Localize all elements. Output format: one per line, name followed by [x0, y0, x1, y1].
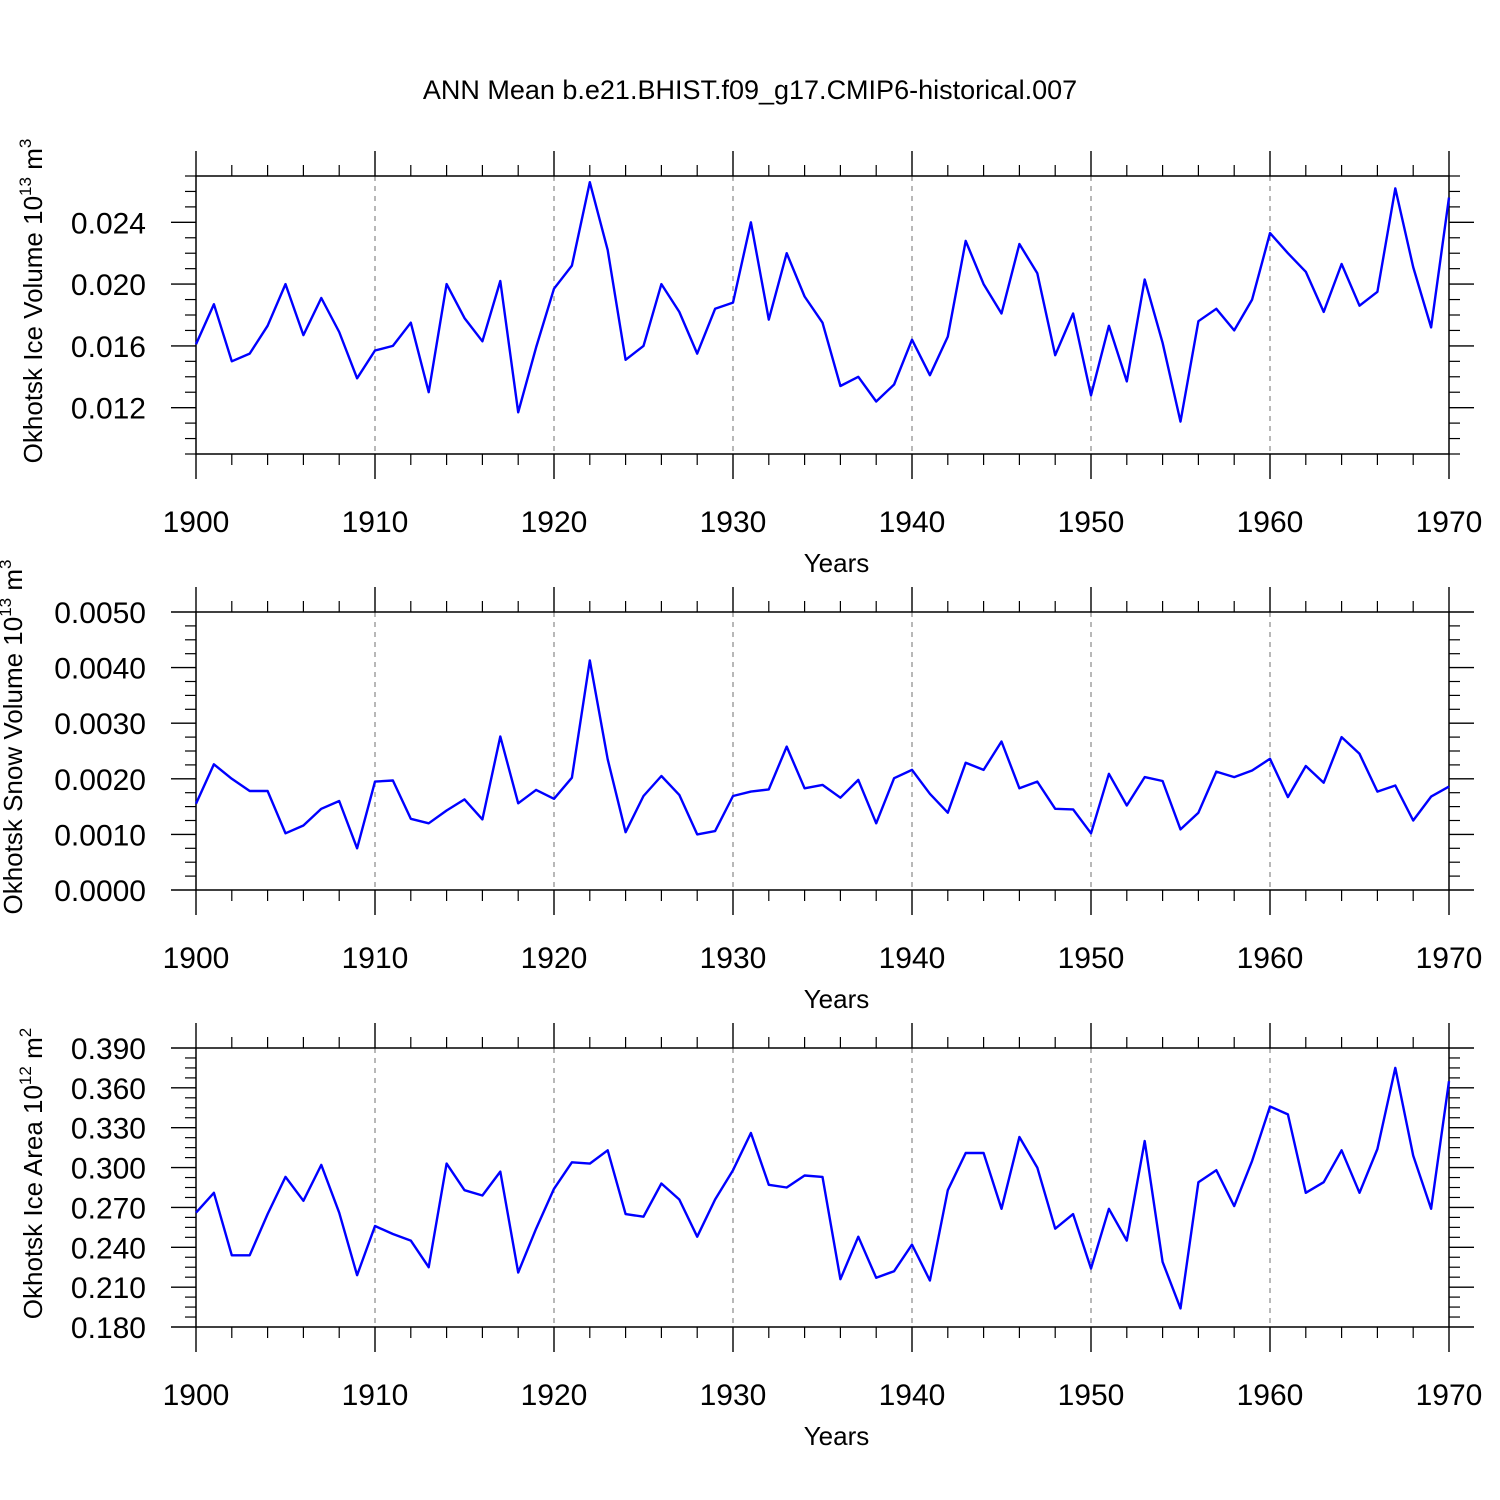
panels: 1900 1910 1920 1930 1940 1950 1960 1970 0.012 0.0… [0, 139, 1482, 1451]
x-tick-label: 1970 [1416, 506, 1483, 539]
series-line [194, 659, 1450, 850]
y-axis-title: Okhotsk Snow Volume 1013 m3 [0, 560, 28, 915]
x-tick-label: 1910 [342, 942, 409, 975]
panel-2: 1900 1910 1920 1930 1940 1950 1960 1970 0.0000 0.… [0, 560, 1482, 1015]
x-axis-title: Years [804, 548, 870, 578]
y-tick-label: 0.0000 [54, 875, 146, 908]
series-line [194, 180, 1451, 423]
x-tick-label: 1940 [879, 1379, 946, 1412]
y-tick-label: 0.0030 [54, 708, 146, 741]
x-tick-label: 1930 [700, 1379, 767, 1412]
panel-1: 1900 1910 1920 1930 1940 1950 1960 1970 0.012 0.0… [16, 139, 1482, 578]
x-tick-label: 1920 [521, 506, 588, 539]
x-tick-label: 1960 [1237, 942, 1304, 975]
x-tick-label: 1960 [1237, 1379, 1304, 1412]
y-tick-label: 0.390 [71, 1033, 146, 1066]
x-tick-label: 1900 [163, 1379, 230, 1412]
y-tick-label: 0.0010 [54, 819, 146, 852]
x-tick-label: 1940 [879, 942, 946, 975]
x-tick-label: 1920 [521, 942, 588, 975]
x-tick-label: 1910 [342, 1379, 409, 1412]
plot-frame [195, 175, 1450, 455]
y-tick-label: 0.012 [71, 393, 146, 426]
y-tick-label: 0.0050 [54, 597, 146, 630]
x-tick-label: 1950 [1058, 942, 1125, 975]
x-tick-label: 1960 [1237, 506, 1304, 539]
y-tick-label: 0.210 [71, 1272, 146, 1305]
series-line [195, 1066, 1451, 1310]
y-tick-label: 0.016 [71, 331, 146, 364]
y-tick-label: 0.0040 [54, 653, 146, 686]
x-tick-label: 1930 [700, 942, 767, 975]
y-tick-label: 0.360 [71, 1073, 146, 1106]
figure-title: ANN Mean b.e21.BHIST.f09_g17.CMIP6-histo… [423, 75, 1077, 105]
x-tick-label: 1920 [521, 1379, 588, 1412]
y-tick-label: 0.180 [71, 1312, 146, 1345]
y-tick-label: 0.330 [71, 1113, 146, 1146]
y-axis-title: Okhotsk Ice Area 1012 m2 [16, 1028, 48, 1319]
x-tick-label: 1900 [163, 506, 230, 539]
x-tick-label: 1950 [1058, 506, 1125, 539]
x-axis-title: Years [804, 1421, 870, 1451]
x-tick-label: 1930 [700, 506, 767, 539]
plot-frame [195, 611, 1450, 891]
y-tick-label: 0.270 [71, 1192, 146, 1225]
x-tick-label: 1940 [879, 506, 946, 539]
y-axis-title: Okhotsk Ice Volume 1013 m3 [16, 139, 48, 464]
y-tick-label: 0.240 [71, 1232, 146, 1265]
x-tick-label: 1900 [163, 942, 230, 975]
panel-3: 1900 1910 1920 1930 1940 1950 1960 1970 0.180 0.2… [16, 1023, 1482, 1451]
x-tick-label: 1970 [1416, 942, 1483, 975]
x-tick-label: 1910 [342, 506, 409, 539]
y-tick-label: 0.300 [71, 1153, 146, 1186]
x-tick-label: 1950 [1058, 1379, 1125, 1412]
y-tick-label: 0.024 [71, 207, 146, 240]
y-tick-label: 0.020 [71, 269, 146, 302]
x-tick-label: 1970 [1416, 1379, 1483, 1412]
x-axis-title: Years [804, 984, 870, 1014]
plot-frame [195, 1047, 1450, 1328]
y-tick-label: 0.0020 [54, 764, 146, 797]
